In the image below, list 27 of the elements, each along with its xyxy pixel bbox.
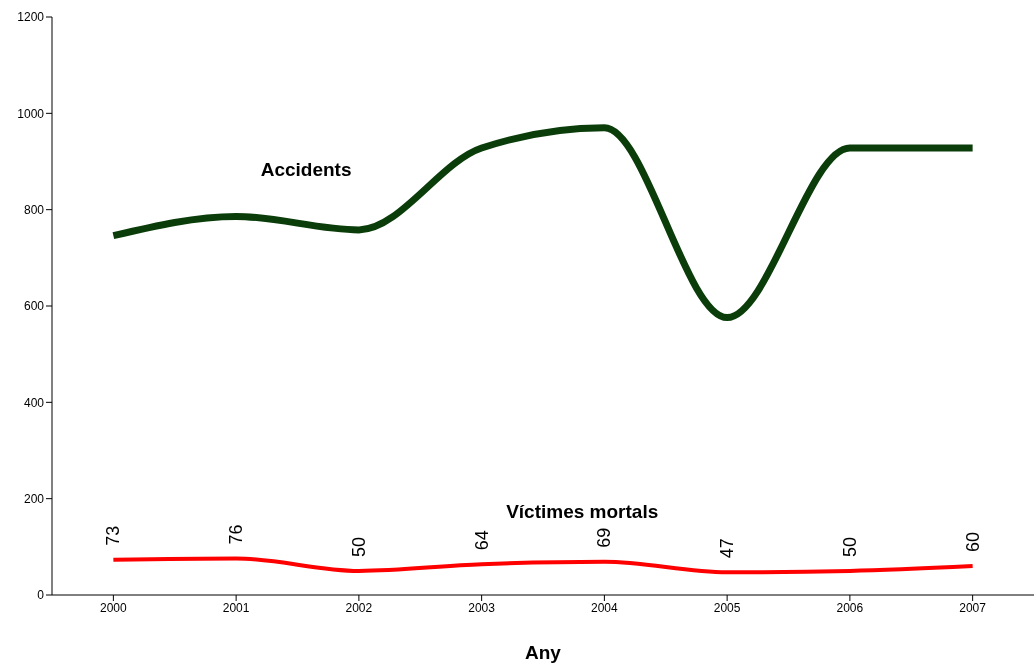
x-tick-label: 2003 — [468, 600, 496, 615]
x-tick-label: 2007 — [959, 600, 987, 615]
line-series — [111, 556, 975, 575]
data-label: 50 — [839, 536, 860, 557]
data-label: 69 — [594, 527, 615, 548]
y-tick-label: 1200 — [17, 10, 45, 25]
y-tick-label: 800 — [23, 202, 45, 217]
data-label: 76 — [226, 524, 247, 545]
text: Víctimes mortals — [506, 501, 659, 524]
y-tick-label: 400 — [23, 395, 45, 410]
y-tick-label: 1000 — [17, 106, 45, 121]
y-tick-label: 600 — [23, 299, 45, 314]
data-label: 73 — [103, 525, 124, 546]
x-tick-label: 2002 — [345, 600, 373, 615]
x-tick-label: 2004 — [591, 600, 619, 615]
data-label: 60 — [962, 532, 983, 553]
x-tick-label: 2005 — [713, 600, 741, 615]
data-label: 47 — [717, 538, 738, 559]
y-tick-label: 0 — [37, 588, 45, 603]
series-label: Accidents — [260, 159, 352, 182]
x-tick-label: 2006 — [836, 600, 864, 615]
x-tick-label: 2001 — [222, 600, 250, 615]
data-label: 50 — [348, 536, 369, 557]
x-axis-title: Any — [525, 642, 562, 663]
data-label: 64 — [471, 530, 492, 551]
y-tick-label: 200 — [23, 491, 45, 506]
x-tick-label: 2000 — [100, 600, 128, 615]
